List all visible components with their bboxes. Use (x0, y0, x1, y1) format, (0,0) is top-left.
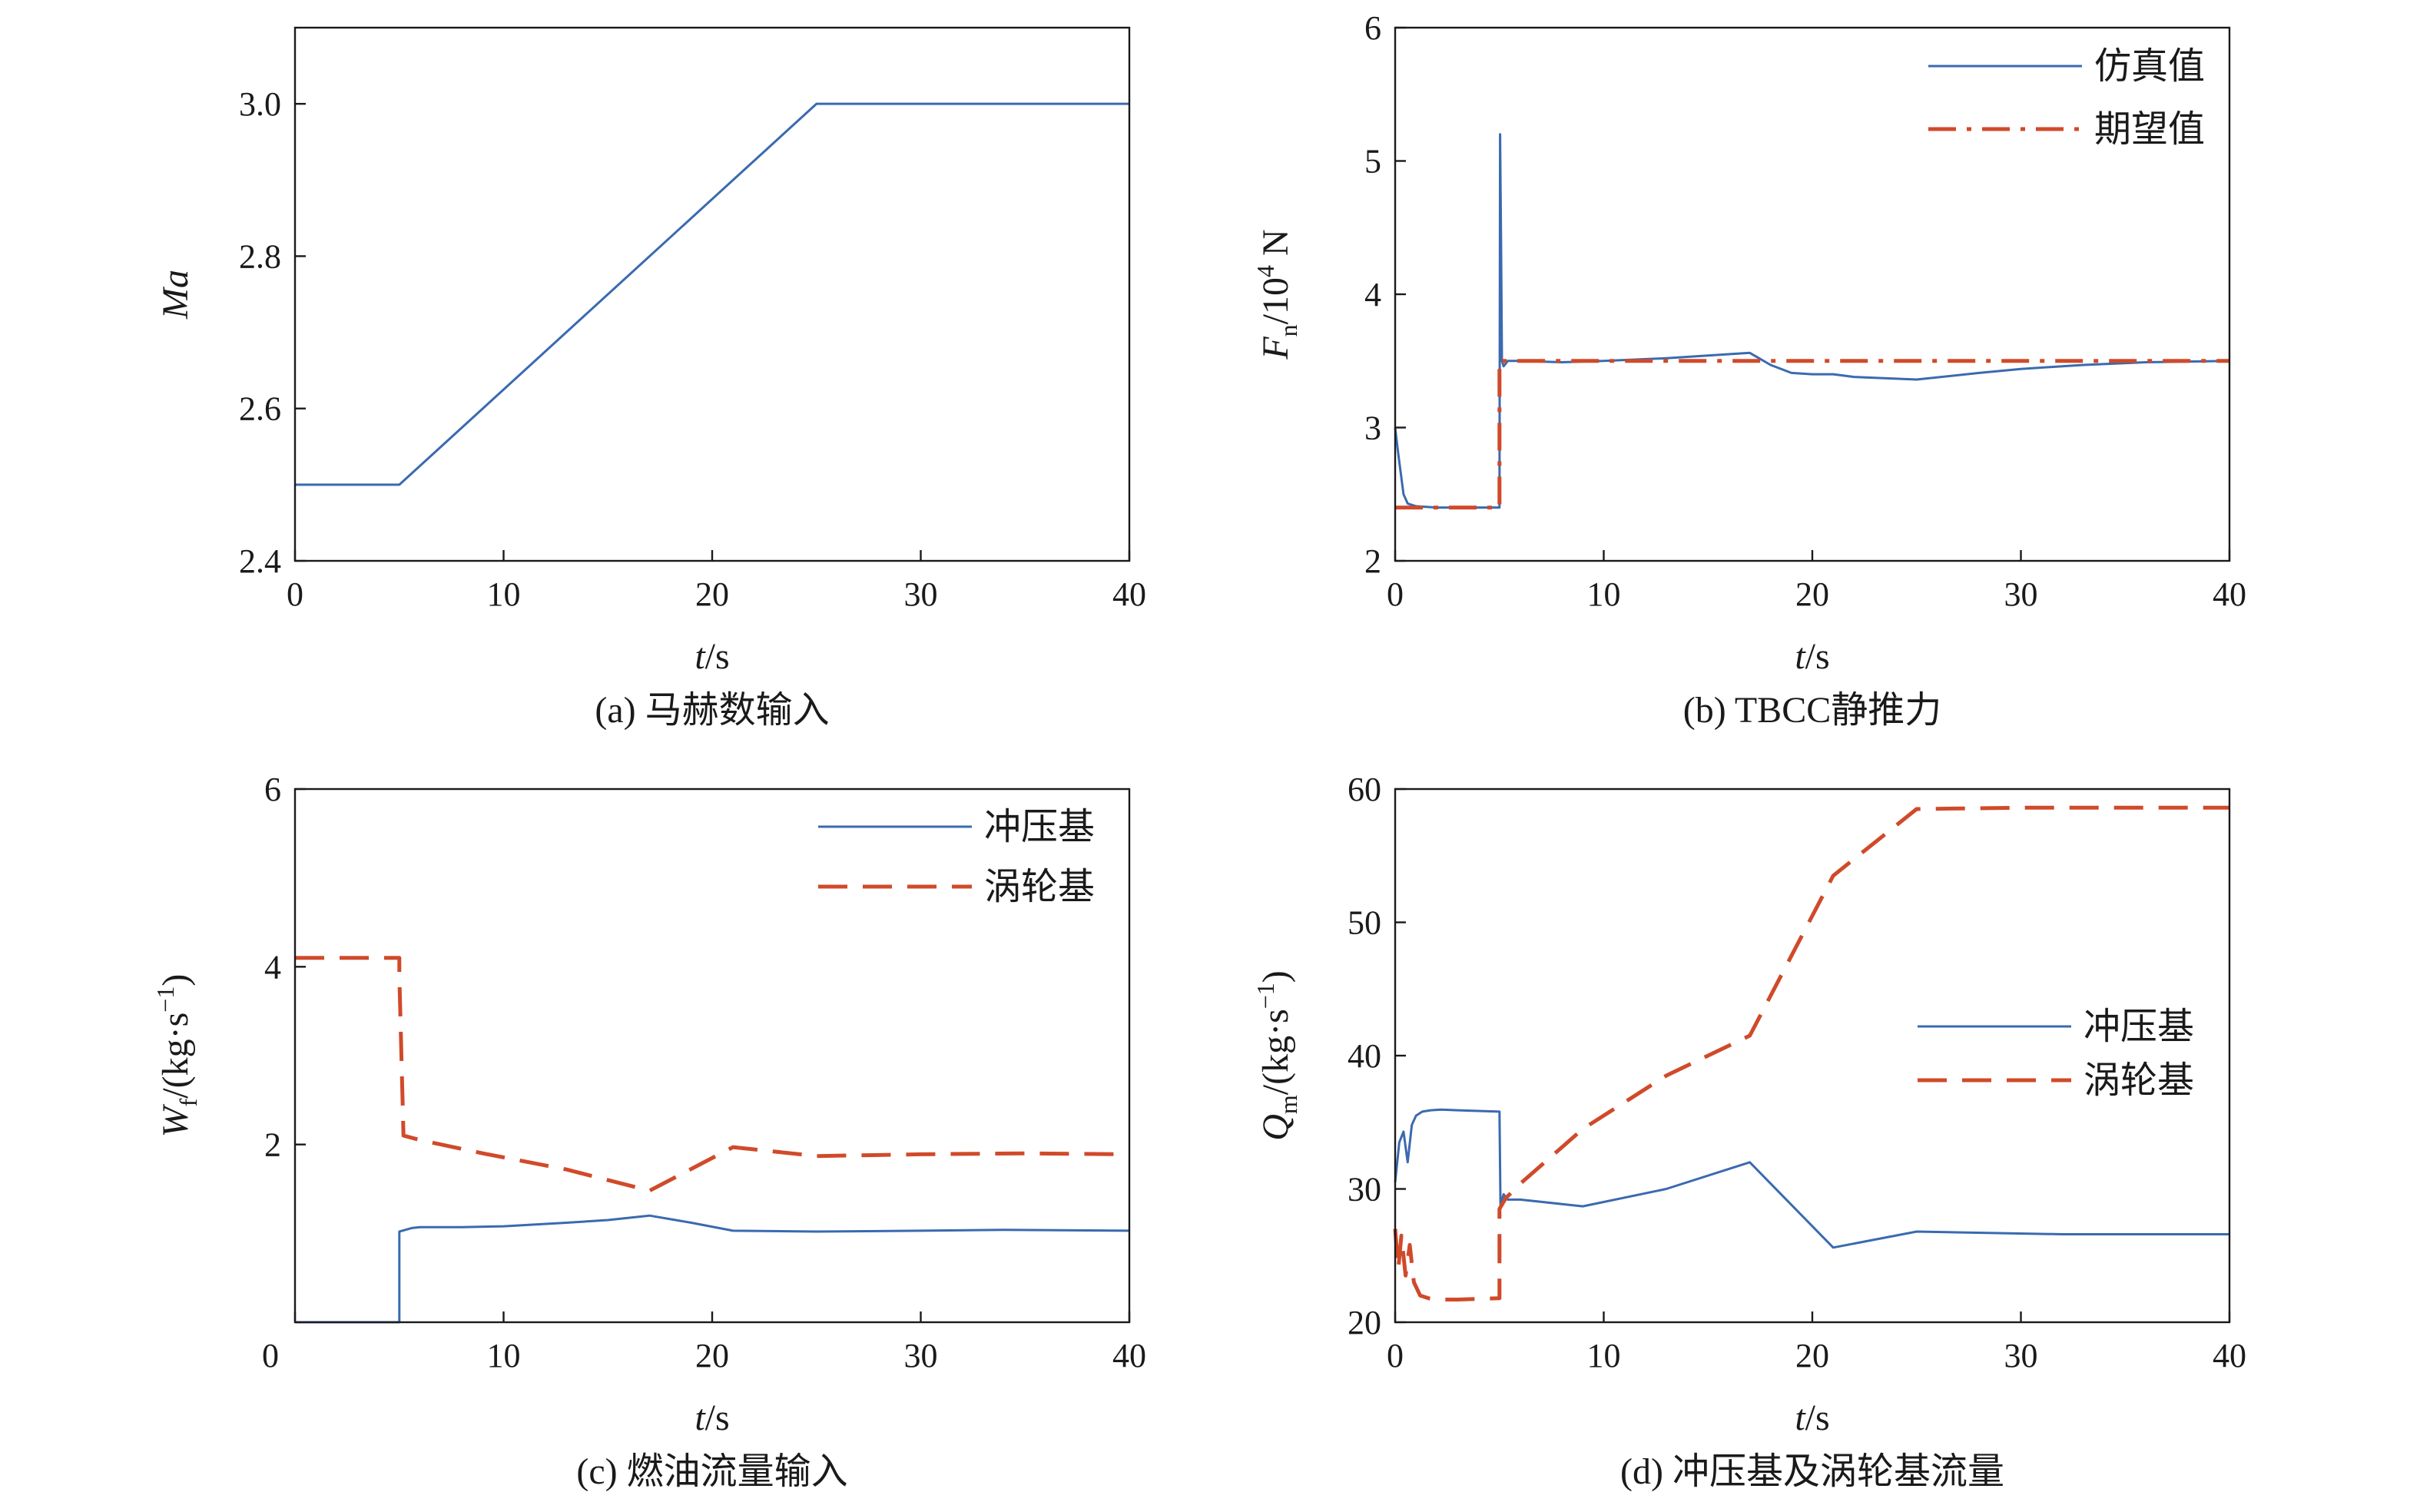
chart-caption: (a) 马赫数输入 (595, 690, 829, 731)
y-tick-label: 4 (264, 948, 281, 986)
x-tick-label: 10 (487, 1337, 521, 1374)
legend-label: 期望值 (2094, 109, 2205, 150)
x-tick-label: 10 (1587, 575, 1621, 613)
y-tick-label: 6 (1364, 9, 1381, 47)
x-tick-label: 20 (695, 1337, 729, 1374)
series-line-2 (295, 956, 1130, 1193)
x-tick-label: 0 (1387, 575, 1404, 613)
x-tick-label: 0 (1387, 1337, 1404, 1374)
x-tick-label: 10 (1587, 1337, 1621, 1374)
origin-tick-label: 0 (262, 1337, 279, 1374)
y-tick-label: 40 (1348, 1037, 1381, 1075)
y-axis-label: Ma (155, 270, 196, 320)
y-tick-label: 3 (1364, 410, 1381, 447)
plot-frame (1394, 788, 2231, 1324)
series-line-1 (1394, 1108, 2229, 1249)
x-axis-label: t/s (1795, 1398, 1829, 1438)
y-tick-label: 5 (1364, 143, 1381, 181)
x-tick-label: 30 (904, 575, 938, 613)
series-line-1 (295, 1214, 1130, 1324)
x-tick-label: 40 (2213, 1337, 2246, 1374)
y-tick-label: 2.4 (239, 542, 281, 580)
legend-label: 冲压基 (984, 807, 1095, 847)
x-tick-label: 30 (904, 1337, 938, 1374)
x-tick-label: 20 (1795, 1337, 1829, 1374)
y-axis-label: Wf/(kg·s−1) (151, 974, 202, 1138)
chart-panel-d: 0 10 20 30 40 20 30 40 50 60 t/s (d) 冲压基及涡轮基流量 Qm/(k… (1251, 771, 2246, 1492)
x-axis-label: t/s (695, 636, 729, 677)
chart-panel-a: 0 10 20 30 40 2.4 2.6 2.8 3.0 t/s (a) 马赫数输入 Ma (155, 26, 1146, 731)
legend-label: 涡轮基 (2084, 1060, 2194, 1101)
x-tick-label: 30 (2004, 1337, 2038, 1374)
y-axis-label: Qm/(kg·s−1) (1251, 970, 1302, 1141)
legend-label: 仿真值 (2094, 46, 2205, 87)
x-tick-label: 10 (487, 575, 521, 613)
y-tick-label: 60 (1348, 771, 1381, 808)
x-axis-label: t/s (1795, 636, 1829, 677)
x-tick-label: 0 (287, 575, 303, 613)
y-tick-label: 4 (1364, 276, 1381, 313)
x-tick-label: 20 (695, 575, 729, 613)
x-tick-label: 20 (1795, 575, 1829, 613)
x-tick-label: 30 (2004, 575, 2038, 613)
y-tick-label: 50 (1348, 904, 1381, 942)
plot-frame (293, 26, 1131, 562)
x-tick-label: 40 (1112, 1337, 1146, 1374)
y-tick-label: 2 (1364, 542, 1381, 580)
series-line-1 (295, 102, 1129, 486)
legend-label: 冲压基 (2084, 1006, 2194, 1047)
series-line-1 (1394, 133, 2230, 509)
y-tick-label: 2.6 (239, 390, 281, 428)
chart-caption: (c) 燃油流量输入 (576, 1451, 847, 1492)
y-tick-label: 3.0 (239, 85, 281, 123)
x-tick-label: 40 (2213, 575, 2246, 613)
chart-panel-c: 10 20 30 40 2 4 6 0 t/s (c) 燃油流量输入 Wf/(kg·s−1) 冲压基涡… (151, 771, 1146, 1492)
y-tick-label: 30 (1348, 1171, 1381, 1209)
chart-caption: (b) TBCC静推力 (1683, 690, 1941, 731)
legend-label: 涡轮基 (984, 867, 1095, 907)
plot-frame (1394, 26, 2231, 562)
x-tick-label: 40 (1112, 575, 1146, 613)
chart-caption: (d) 冲压基及涡轮基流量 (1620, 1451, 2004, 1492)
x-axis-label: t/s (695, 1398, 729, 1438)
series-line-2 (1395, 359, 2229, 510)
y-tick-label: 20 (1348, 1304, 1381, 1341)
y-axis-label: Fn/104 N (1251, 229, 1302, 360)
chart-panel-b: 0 10 20 30 40 2 3 4 5 6 t/s (b) TBCC静推力 Fn/104 N 仿真值期… (1251, 9, 2246, 731)
y-tick-label: 2.8 (239, 237, 281, 275)
y-tick-label: 6 (264, 771, 281, 808)
y-tick-label: 2 (264, 1126, 281, 1164)
series-line-2 (1393, 805, 2229, 1301)
